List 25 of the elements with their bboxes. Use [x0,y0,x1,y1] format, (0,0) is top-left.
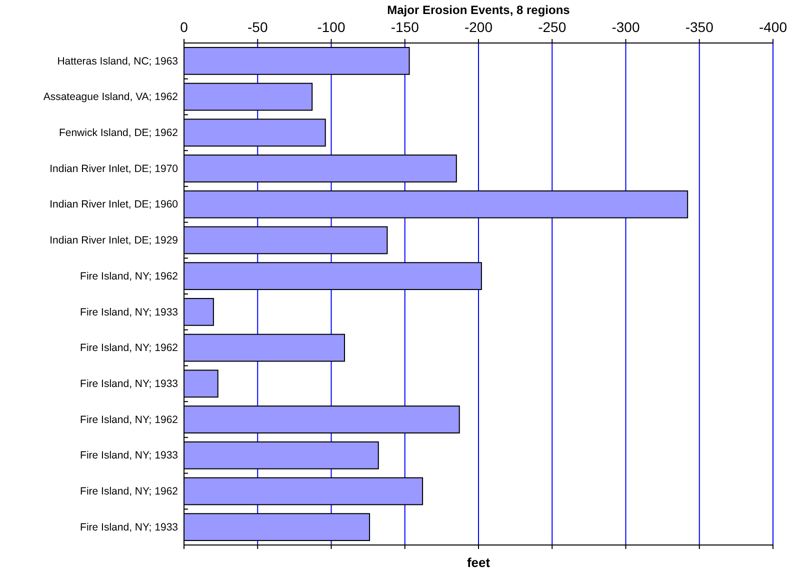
y-tick-label: Indian River Inlet, DE; 1970 [50,162,178,175]
y-tick-label: Fenwick Island, DE; 1962 [58,127,178,140]
y-tick-label: Fire Island, NY; 1962 [80,270,178,282]
x-tick-label: -350 [685,18,714,35]
y-tick-label: Fire Island, NY; 1933 [80,378,178,390]
y-tick-label: Fire Island, NY; 1933 [80,306,178,318]
y-tick-label: Hatteras Island, NC; 1963 [57,55,178,68]
chart-title: Major Erosion Events, 8 regions [387,3,570,17]
y-tick-label: Indian River Inlet, DE; 1929 [50,234,178,247]
x-tick-label: 0 [180,18,188,35]
x-tick-label: -300 [612,18,640,35]
x-tick-label: -100 [317,18,346,35]
y-tick-label: Assateague Island, VA; 1962 [43,91,178,104]
y-tick-label: Fire Island, NY; 1933 [80,521,178,534]
x-tick-label: -50 [248,18,268,35]
x-tick-label: -250 [538,18,566,35]
x-tick-label: -200 [464,18,493,35]
y-tick-label: Indian River Inlet, DE; 1960 [50,198,178,211]
x-axis-title: feet [466,555,491,570]
y-tick-label: Fire Island, NY; 1933 [80,450,178,462]
x-tick-label: -150 [390,18,420,35]
y-tick-label: Fire Island, NY; 1962 [80,486,178,498]
y-tick-label: Fire Island, NY; 1962 [80,342,178,354]
y-tick-label: Fire Island, NY; 1962 [80,414,178,426]
x-tick-label: -400 [758,18,788,35]
